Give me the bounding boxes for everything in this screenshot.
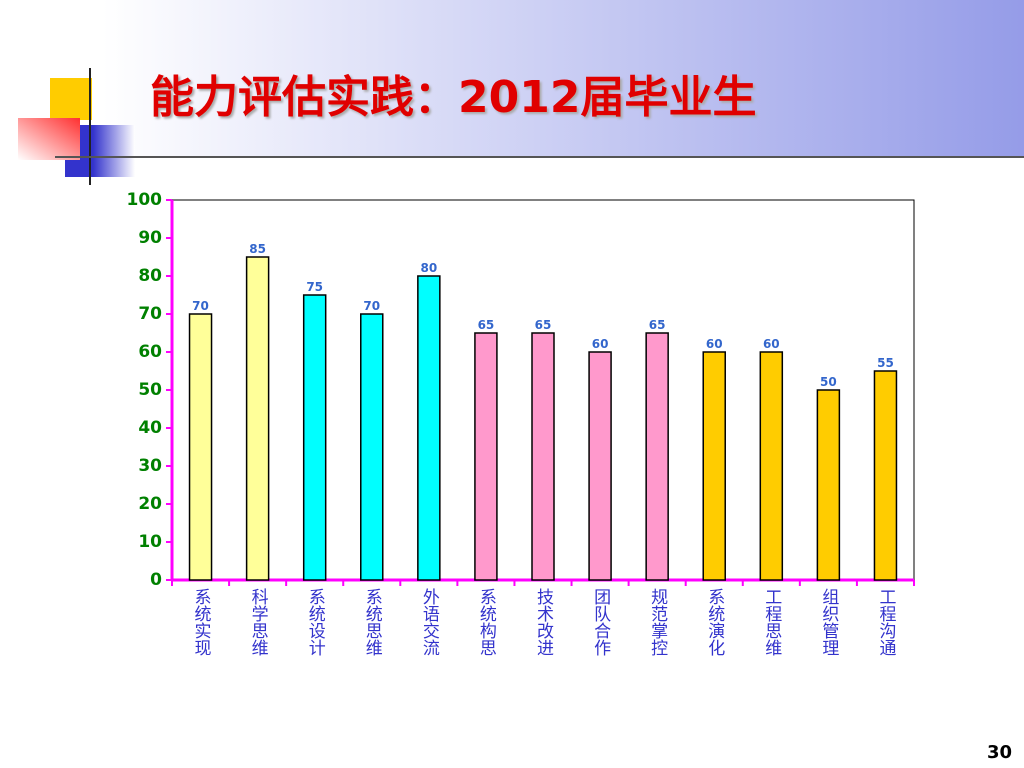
bar	[188, 313, 213, 581]
bar	[531, 332, 555, 581]
y-tick-label: 90	[138, 228, 162, 248]
y-tick-label: 80	[138, 266, 162, 286]
value-label: 65	[535, 318, 552, 332]
bar	[417, 275, 441, 581]
x-tick-label: 系统演化	[704, 588, 725, 656]
y-tick-label: 20	[138, 494, 162, 514]
header-bg	[0, 0, 1024, 157]
bar	[360, 313, 384, 581]
bar	[474, 332, 498, 581]
bar	[245, 256, 270, 581]
bar	[873, 370, 898, 581]
bar	[302, 294, 327, 581]
x-tick-label: 团队合作	[590, 588, 611, 656]
value-label: 70	[192, 299, 209, 313]
y-tick-label: 70	[138, 304, 162, 324]
value-label: 55	[877, 356, 894, 370]
bar	[702, 351, 726, 581]
bar	[645, 332, 669, 581]
x-tick-label: 系统构思	[476, 588, 497, 656]
x-tick-label: 外语交流	[419, 588, 440, 656]
x-tick-label: 科学思维	[248, 588, 269, 656]
y-tick-label: 0	[150, 570, 162, 590]
value-label: 65	[649, 318, 666, 332]
value-label: 65	[478, 318, 495, 332]
x-tick-label: 系统设计	[305, 588, 326, 656]
deco-yellow	[50, 78, 92, 120]
title: 能力评估实践：2012届毕业生	[150, 72, 756, 123]
value-label: 60	[763, 337, 780, 351]
y-tick-label: 40	[138, 418, 162, 438]
page-number: 30	[987, 742, 1012, 763]
value-label: 60	[706, 337, 723, 351]
y-tick-label: 30	[138, 456, 162, 476]
value-label: 80	[420, 261, 437, 275]
bar	[816, 389, 841, 581]
bar	[759, 351, 784, 581]
value-label: 60	[592, 337, 609, 351]
y-tick-label: 60	[138, 342, 162, 362]
bar	[588, 351, 612, 581]
x-tick-label: 技术改进	[533, 588, 554, 656]
y-tick-label: 50	[138, 380, 162, 400]
y-tick-label: 100	[127, 190, 163, 210]
x-tick-label: 规范掌控	[647, 588, 668, 656]
x-tick-label: 系统实现	[191, 588, 212, 656]
value-label: 75	[306, 280, 323, 294]
x-tick-label: 工程沟通	[875, 588, 896, 656]
deco-red	[18, 118, 80, 160]
y-tick-label: 10	[138, 532, 162, 552]
value-label: 85	[249, 242, 266, 256]
x-tick-label: 组织管理	[818, 588, 839, 656]
value-label: 70	[363, 299, 380, 313]
value-label: 50	[820, 375, 837, 389]
x-tick-label: 系统思维	[362, 588, 383, 656]
x-tick-label: 工程思维	[761, 588, 782, 656]
